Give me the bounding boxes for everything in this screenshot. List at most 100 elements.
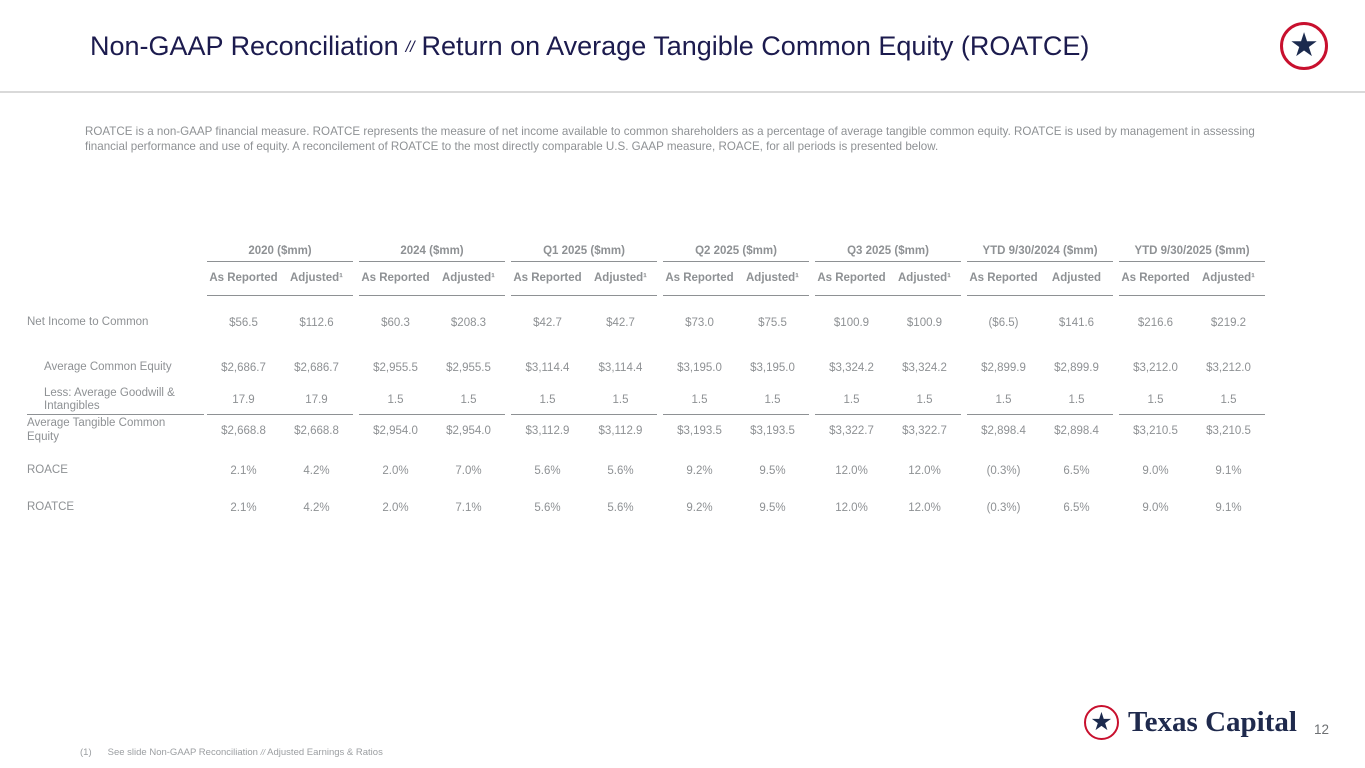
cell-group: $42.7 $42.7 [511,296,657,350]
table-cell: 12.0% [908,502,941,514]
subcolumn-header: Adjusted¹ [441,272,496,285]
table-cell: 4.2% [303,502,330,514]
table-cell: 1.5 [691,394,708,406]
table-row: Net Income to Common $56.5 $112.6 $60.3 $208… [27,296,1268,350]
footnote-separator: // [260,748,266,757]
subcolumn-header: As Reported [817,272,886,285]
cell-group: $100.9 $100.9 [815,296,961,350]
texas-capital-star-logo: ★ [1280,22,1328,70]
table-row: Average Common Equity $2,686.7 $2,686.7 $2,… [27,350,1268,386]
cell-group: $2,898.4 $2,898.4 [967,414,1113,446]
footnote-marker: (1) [80,747,92,758]
table-cell: $56.5 [229,317,258,329]
cell-group: 9.2% 9.5% [663,496,809,520]
table-cell: ($6.5) [988,317,1019,329]
table-cell: $42.7 [606,317,635,329]
table-cell: 6.5% [1063,465,1090,477]
subheader-group: As Reported Adjusted¹ [663,262,809,296]
header-spacer [27,240,204,262]
cell-group: 2.1% 4.2% [207,446,353,496]
column-group-header: Q1 2025 ($mm) [511,240,657,262]
subheader-group: As Reported Adjusted [967,262,1113,296]
row-label: Net Income to Common [27,316,149,329]
cell-group: $2,686.7 $2,686.7 [207,350,353,386]
table-cell: $2,686.7 [294,362,339,374]
table-cell: $3,322.7 [902,424,947,437]
table-cell: $3,210.5 [1206,424,1251,437]
cell-group: $3,114.4 $3,114.4 [511,350,657,386]
table-group-header-row: 2020 ($mm) 2024 ($mm) Q1 2025 ($mm) Q2 2025… [27,240,1268,262]
table-cell: 5.6% [607,465,634,477]
table-cell: 17.9 [305,394,328,406]
subcolumn-header: As Reported [209,272,278,285]
table-cell: $2,899.9 [1054,362,1099,374]
subcolumn-header: As Reported [361,272,430,285]
table-cell: 1.5 [539,394,556,406]
column-group-header: YTD 9/30/2025 ($mm) [1119,240,1265,262]
table-cell: 12.0% [835,502,868,514]
table-cell: 5.6% [607,502,634,514]
table-cell: $2,954.0 [446,424,491,437]
header-divider [0,91,1365,93]
table-cell: 12.0% [835,465,868,477]
subheader-group: As Reported Adjusted¹ [815,262,961,296]
row-label: Average Common Equity [44,361,172,374]
table-cell: $3,193.5 [677,424,722,437]
table-cell: $2,899.9 [981,362,1026,374]
table-subheader-row: As Reported Adjusted¹ As Reported Adjusted¹… [27,262,1268,296]
table-cell: 9.1% [1215,465,1242,477]
column-group-header: YTD 9/30/2024 ($mm) [967,240,1113,262]
page-number: 12 [1314,722,1330,737]
cell-group: 9.0% 9.1% [1119,446,1265,496]
row-label: ROACE [27,464,68,477]
cell-group: 1.5 1.5 [511,386,657,414]
cell-group: 1.5 1.5 [1119,386,1265,414]
subcolumn-header: Adjusted [1051,272,1102,285]
texas-capital-logo: ★ Texas Capital [1084,705,1297,740]
column-group-header: Q3 2025 ($mm) [815,240,961,262]
footnote-text-2: Adjusted Earnings & Ratios [267,747,383,758]
cell-group: $216.6 $219.2 [1119,296,1265,350]
cell-group: (0.3%) 6.5% [967,496,1113,520]
row-label: Average Tangible Common Equity [27,414,204,446]
table-cell: $3,212.0 [1206,362,1251,374]
table-cell: $42.7 [533,317,562,329]
table-cell: $2,898.4 [1054,424,1099,437]
footnote: (1) See slide Non-GAAP Reconciliation // … [80,747,383,758]
table-cell: 7.0% [455,465,482,477]
table-cell: $216.6 [1137,317,1174,329]
subcolumn-header: Adjusted¹ [745,272,800,285]
table-cell: $73.0 [685,317,714,329]
table-cell: $2,955.5 [373,362,418,374]
table-cell: 1.5 [916,394,933,406]
subcolumn-header: As Reported [513,272,582,285]
table-cell: $100.9 [906,317,943,329]
table-cell: 2.0% [382,465,409,477]
table-cell: $3,114.4 [598,362,643,374]
subcolumn-header: Adjusted¹ [897,272,952,285]
cell-group: $2,954.0 $2,954.0 [359,414,505,446]
table-cell: 1.5 [1068,394,1085,406]
star-circle-icon: ★ [1084,705,1119,740]
cell-group: 1.5 1.5 [359,386,505,414]
cell-group: $73.0 $75.5 [663,296,809,350]
table-cell: 9.5% [759,465,786,477]
cell-group: $2,955.5 $2,955.5 [359,350,505,386]
table-cell: $3,195.0 [677,362,722,374]
table-cell: 1.5 [612,394,629,406]
cell-group: (0.3%) 6.5% [967,446,1113,496]
subheader-group: As Reported Adjusted¹ [511,262,657,296]
table-cell: 2.0% [382,502,409,514]
page-title-left: Non-GAAP Reconciliation [90,31,399,61]
table-cell: 1.5 [764,394,781,406]
cell-group: $2,899.9 $2,899.9 [967,350,1113,386]
table-cell: 1.5 [460,394,477,406]
table-cell: 1.5 [1220,394,1237,406]
brand-wordmark: Texas Capital [1128,706,1297,738]
cell-group: 1.5 1.5 [663,386,809,414]
table-cell: 1.5 [995,394,1012,406]
table-cell: $60.3 [381,317,410,329]
page-title-right: Return on Average Tangible Common Equity… [421,31,1090,61]
table-cell: 12.0% [908,465,941,477]
table-cell: 1.5 [387,394,404,406]
